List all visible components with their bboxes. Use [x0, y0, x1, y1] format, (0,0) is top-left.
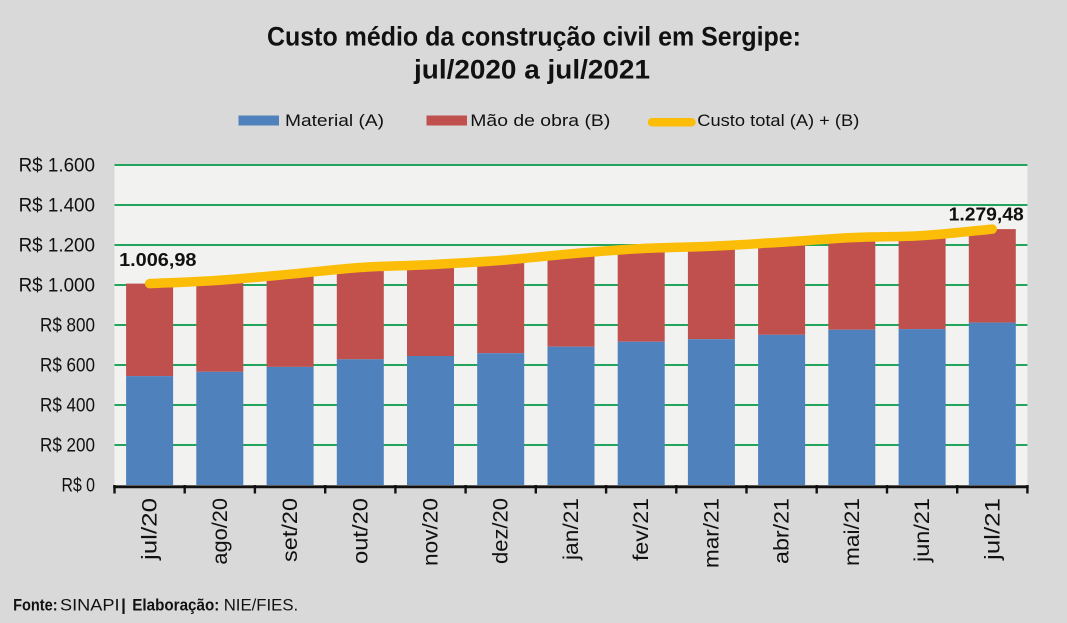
- svg-text:R$ 800: R$ 800: [40, 316, 95, 337]
- svg-text:mar/21: mar/21: [700, 498, 723, 568]
- svg-text:jun/21: jun/21: [911, 498, 934, 563]
- svg-text:R$ 0: R$ 0: [62, 476, 96, 497]
- svg-text:jul/2020 a jul/2021: jul/2020 a jul/2021: [413, 55, 650, 85]
- svg-text:SINAPI: SINAPI: [60, 596, 120, 615]
- svg-text:abr/21: abr/21: [771, 498, 794, 564]
- svg-text:fev/21: fev/21: [630, 498, 653, 561]
- svg-text:R$ 1.600: R$ 1.600: [19, 156, 95, 177]
- svg-text:R$ 1.000: R$ 1.000: [19, 276, 95, 297]
- svg-text:jan/21: jan/21: [560, 498, 583, 561]
- svg-text:R$ 600: R$ 600: [40, 356, 95, 377]
- svg-text:Fonte:: Fonte:: [13, 596, 58, 615]
- svg-text:out/20: out/20: [349, 498, 372, 564]
- svg-text:ago/20: ago/20: [209, 498, 232, 565]
- svg-text:|: |: [121, 596, 126, 615]
- svg-text:set/20: set/20: [279, 498, 302, 562]
- svg-text:Custo total (A) + (B): Custo total (A) + (B): [697, 111, 859, 130]
- svg-text:R$ 1.200: R$ 1.200: [19, 236, 95, 257]
- svg-text:jul/20: jul/20: [139, 498, 162, 561]
- svg-text:1.006,98: 1.006,98: [119, 250, 196, 270]
- svg-text:R$ 400: R$ 400: [40, 396, 95, 417]
- svg-text:nov/20: nov/20: [420, 498, 443, 566]
- svg-text:jul/21: jul/21: [981, 498, 1004, 561]
- svg-text:Mão de obra (B): Mão de obra (B): [470, 111, 610, 130]
- svg-text:R$ 1.400: R$ 1.400: [19, 196, 95, 217]
- svg-text:mai/21: mai/21: [841, 498, 864, 566]
- svg-text:dez/20: dez/20: [490, 498, 513, 564]
- svg-text:Material (A): Material (A): [285, 111, 384, 130]
- svg-text:1.279,48: 1.279,48: [949, 204, 1024, 224]
- svg-text:R$ 200: R$ 200: [40, 436, 95, 457]
- svg-text:Custo médio da construção civi: Custo médio da construção civil em Sergi…: [267, 21, 801, 51]
- svg-text:Elaboração:: Elaboração:: [132, 596, 219, 615]
- svg-text:NIE/FIES.: NIE/FIES.: [224, 596, 299, 615]
